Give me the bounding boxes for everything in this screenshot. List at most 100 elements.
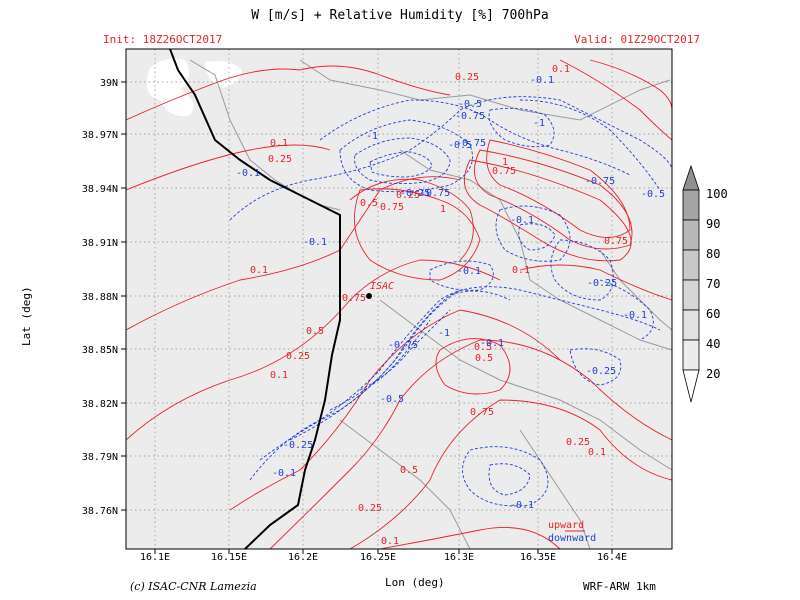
lat-tick: 38.91N: [82, 238, 118, 249]
lat-tick: 38.88N: [82, 292, 118, 303]
contour-label-down: -0.25: [400, 188, 430, 199]
contour-label-up: 0.1: [512, 265, 530, 276]
contour-label-down: -0.1: [236, 168, 260, 179]
contour-label-down: -0.1: [530, 75, 554, 86]
colorbar-label: 40: [706, 337, 720, 351]
valid-time: Valid: 01Z29OCT2017: [574, 33, 700, 46]
colorbar-segment: [682, 249, 700, 281]
contour-label-down: -0.5: [641, 189, 665, 200]
credit-text: (c) ISAC-CNR Lamezia: [130, 580, 257, 593]
contour-label-down: -0.25: [586, 366, 616, 377]
colorbar-label: 80: [706, 247, 720, 261]
x-axis-label: Lon (deg): [385, 576, 445, 589]
upward-contour-labels: 0.25 0.1 0.1 0.25 0.5 0.75 1 0.75 0.75 0…: [250, 64, 628, 547]
legend-upward: upward: [548, 520, 584, 531]
lat-tick: 38.82N: [82, 399, 118, 410]
contour-label-down: -0.75: [455, 111, 485, 122]
contour-label-down: -0.1: [480, 338, 504, 349]
contour-label-up: 0.75: [470, 407, 494, 418]
colorbar: 100 90 80 70 60 40 20: [682, 164, 728, 403]
contour-label-up: 0.75: [492, 166, 516, 177]
lon-tick: 16.35E: [520, 552, 556, 563]
contour-label-up: 0.1: [552, 64, 570, 75]
lon-tick: 16.15E: [211, 552, 247, 563]
lat-tick-labels: 39N 38.97N 38.94N 38.91N 38.88N 38.85N 3…: [82, 78, 118, 517]
contour-label-up: 0.25: [566, 437, 590, 448]
contour-label-up: 0.25: [455, 72, 479, 83]
colorbar-label: 20: [706, 367, 720, 381]
station-marker: [366, 293, 372, 299]
model-name: WRF-ARW 1km: [583, 580, 656, 593]
contour-label-down: -1: [533, 118, 545, 129]
map-frame: [125, 48, 673, 550]
lon-tick: 16.3E: [444, 552, 474, 563]
y-axis-label: Lat (deg): [20, 286, 33, 346]
contour-label-down: -0.75: [456, 138, 486, 149]
contour-label-up: 0.5: [474, 342, 492, 353]
colorbar-label: 100: [706, 187, 728, 201]
lat-tick: 38.85N: [82, 345, 118, 356]
contour-label-down: -0.75: [388, 340, 418, 351]
contour-label-up: 0.1: [270, 138, 288, 149]
contour-label-up: 0.75: [604, 236, 628, 247]
map-background: [126, 49, 672, 549]
colorbar-segment: [682, 339, 700, 371]
contour-label-up: 0.25: [396, 190, 420, 201]
contour-label-up: 0.5: [400, 465, 418, 476]
contour-label-up: 0.1: [270, 370, 288, 381]
lon-tick-labels: 16.1E 16.15E 16.2E 16.25E 16.3E 16.35E 1…: [140, 552, 627, 563]
contour-label-up: 0.75: [380, 202, 404, 213]
contour-label-down: -0.5: [448, 140, 472, 151]
contour-label-down: -0.1: [623, 310, 647, 321]
contour-label-up: 1: [440, 204, 446, 215]
contour-label-down: -0.5: [380, 394, 404, 405]
contour-label-down: -1: [366, 131, 378, 142]
low-rh-patch: [146, 58, 194, 116]
contour-label-down: -0.75: [585, 176, 615, 187]
contour-label-up: 0.25: [286, 351, 310, 362]
contour-label-up: 1: [502, 157, 508, 168]
contour-label-up: 0.25: [268, 154, 292, 165]
legend-downward: downward: [548, 533, 596, 544]
contour-label-down: -0.1: [303, 237, 327, 248]
axis-ticks: [121, 81, 613, 554]
contour-label-down: -0.25: [283, 440, 313, 451]
colorbar-segment: [682, 189, 700, 221]
colorbar-label: 60: [706, 307, 720, 321]
contour-label-down: -0.75: [420, 188, 450, 199]
colorbar-bottom-triangle: [682, 369, 700, 403]
lat-tick: 38.76N: [82, 506, 118, 517]
colorbar-label: 90: [706, 217, 720, 231]
station-label: ISAC: [370, 281, 394, 292]
contour-label-down: -0.25: [587, 278, 617, 289]
lat-tick: 39N: [100, 78, 118, 89]
contour-label-up: 0.1: [588, 447, 606, 458]
contour-label-up: 0.75: [342, 293, 366, 304]
lat-tick: 38.94N: [82, 184, 118, 195]
contour-label-down: -1: [438, 328, 450, 339]
colorbar-segment: [682, 219, 700, 251]
contour-label-up: 0.5: [306, 326, 324, 337]
coastline: [169, 48, 341, 550]
lat-tick: 38.79N: [82, 452, 118, 463]
colorbar-segment: [682, 279, 700, 311]
colorbar-segment: [682, 309, 700, 341]
lon-tick: 16.1E: [140, 552, 170, 563]
lon-tick: 16.25E: [360, 552, 396, 563]
lat-tick: 38.97N: [82, 130, 118, 141]
contour-label-up: 0.25: [358, 503, 382, 514]
lon-tick: 16.2E: [288, 552, 318, 563]
lon-tick: 16.4E: [597, 552, 627, 563]
contour-label-up: 0.1: [381, 536, 399, 547]
colorbar-label: 70: [706, 277, 720, 291]
contour-label-up: 0.5: [360, 198, 378, 209]
contour-label-down: -0.1: [510, 500, 534, 511]
low-rh-patch: [205, 61, 242, 88]
chart-title: W [m/s] + Relative Humidity [%] 700hPa: [251, 8, 549, 23]
contour-label-down: -0.1: [272, 468, 296, 479]
colorbar-top-triangle: [682, 164, 700, 191]
upward-contours: [125, 59, 673, 550]
contour-label-down: -0.5: [458, 99, 482, 110]
contour-label-down: -0.1: [457, 266, 481, 277]
